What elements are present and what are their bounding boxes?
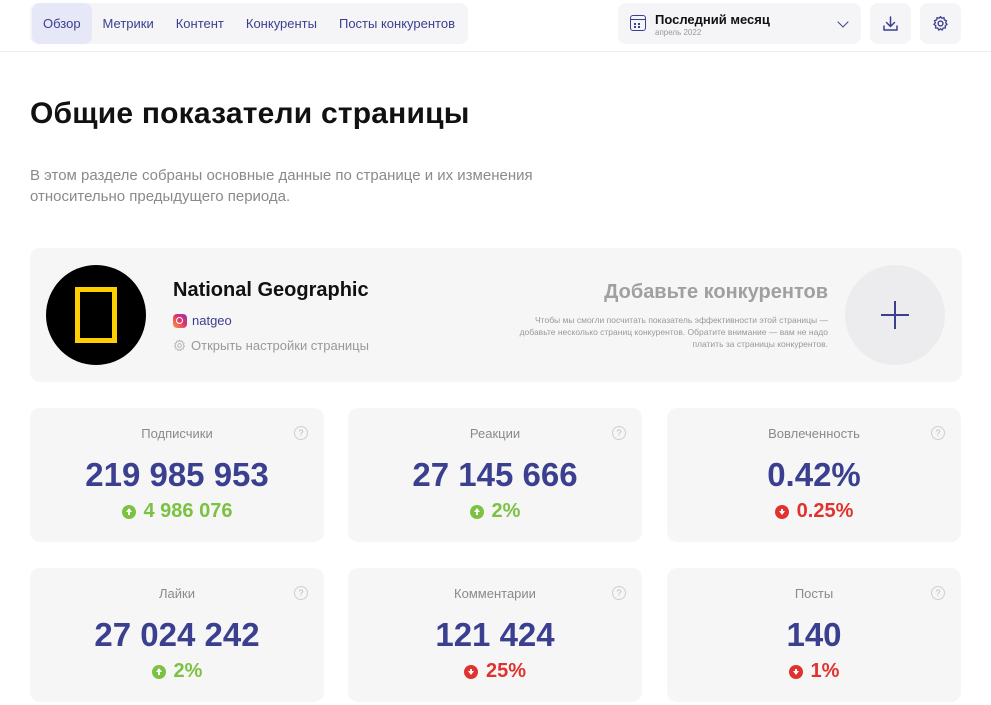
- period-title: Последний месяц: [655, 12, 770, 27]
- tab-content[interactable]: Контент: [175, 16, 224, 31]
- tab-competitor-posts[interactable]: Посты конкурентов: [338, 16, 455, 31]
- stat-label: Посты: [794, 586, 834, 601]
- profile-card: National Geographic natgeo Открыть настр…: [30, 248, 962, 382]
- settings-button[interactable]: [920, 3, 961, 44]
- stat-label: Комментарии: [454, 586, 536, 601]
- stat-card-engagement: Вовлеченность ? 0.42% 0.25%: [667, 408, 961, 542]
- profile-handle[interactable]: natgeo: [173, 313, 232, 328]
- profile-name: National Geographic: [173, 279, 369, 301]
- stat-delta-value: 2%: [173, 660, 203, 682]
- download-icon: [883, 16, 898, 31]
- stat-value: 219 985 953: [85, 456, 269, 493]
- stat-delta: 0.25%: [667, 500, 961, 523]
- help-icon[interactable]: ?: [612, 586, 626, 600]
- stat-value: 27 145 666: [412, 456, 578, 493]
- stat-delta: 1%: [667, 660, 961, 683]
- help-icon[interactable]: ?: [294, 586, 308, 600]
- stat-delta-value: 0.25%: [796, 500, 854, 522]
- open-page-settings-label: Открыть настройки страницы: [191, 338, 369, 353]
- stat-delta-value: 2%: [491, 500, 521, 522]
- arrow-up-icon: [121, 504, 136, 519]
- avatar: [46, 265, 146, 365]
- period-subtitle: апрель 2022: [655, 28, 702, 37]
- open-page-settings-link[interactable]: Открыть настройки страницы: [173, 338, 369, 353]
- stat-card-reactions: Реакции ? 27 145 666 2%: [348, 408, 642, 542]
- stat-delta-value: 25%: [485, 660, 527, 682]
- gear-icon: [933, 15, 948, 31]
- arrow-down-icon: [463, 664, 478, 679]
- add-competitors-description: Чтобы мы смогли посчитать показатель эфф…: [519, 315, 828, 349]
- stat-label: Вовлеченность: [768, 426, 860, 441]
- arrow-up-icon: [151, 664, 166, 679]
- tab-metrics[interactable]: Метрики: [102, 16, 154, 31]
- stat-label: Лайки: [159, 586, 195, 601]
- help-icon[interactable]: ?: [612, 426, 626, 440]
- calendar-icon: [630, 15, 646, 31]
- stat-delta: 2%: [348, 500, 642, 523]
- natgeo-logo: [75, 287, 117, 343]
- profile-handle-label: natgeo: [192, 313, 232, 328]
- nav-tabs: Обзор Метрики Контент Конкуренты Посты к…: [30, 3, 468, 44]
- instagram-icon: [173, 313, 187, 328]
- stat-card-posts: Посты ? 140 1%: [667, 568, 961, 702]
- stat-value: 27 024 242: [94, 616, 260, 653]
- arrow-up-icon: [469, 504, 484, 519]
- stat-card-followers: Подписчики ? 219 985 953 4 986 076: [30, 408, 324, 542]
- stat-value: 140: [786, 616, 842, 653]
- stat-card-likes: Лайки ? 27 024 242 2%: [30, 568, 324, 702]
- download-button[interactable]: [870, 3, 911, 44]
- stat-delta-value: 1%: [810, 660, 840, 682]
- help-icon[interactable]: ?: [294, 426, 308, 440]
- stat-value: 0.42%: [767, 456, 861, 493]
- stat-delta: 25%: [348, 660, 642, 683]
- top-bar: Обзор Метрики Контент Конкуренты Посты к…: [0, 0, 991, 52]
- stat-delta: 4 986 076: [30, 500, 324, 523]
- stat-delta: 2%: [30, 660, 324, 683]
- add-competitors-title: Добавьте конкурентов: [604, 281, 828, 303]
- gear-icon: [173, 339, 186, 352]
- page-description: В этом разделе собраны основные данные п…: [30, 167, 533, 205]
- period-selector[interactable]: Последний месяц апрель 2022: [618, 3, 861, 44]
- page-title: Общие показатели страницы: [30, 97, 470, 130]
- arrow-down-icon: [788, 664, 803, 679]
- stat-card-comments: Комментарии ? 121 424 25%: [348, 568, 642, 702]
- stat-value: 121 424: [435, 616, 555, 653]
- help-icon[interactable]: ?: [931, 426, 945, 440]
- stat-label: Подписчики: [141, 426, 213, 441]
- arrow-down-icon: [774, 504, 789, 519]
- stat-delta-value: 4 986 076: [143, 500, 233, 522]
- add-competitor-button[interactable]: [845, 265, 945, 365]
- tab-overview[interactable]: Обзор: [32, 3, 92, 44]
- chevron-down-icon: [837, 16, 849, 28]
- help-icon[interactable]: ?: [931, 586, 945, 600]
- tab-competitors[interactable]: Конкуренты: [245, 16, 317, 31]
- stat-label: Реакции: [469, 426, 521, 441]
